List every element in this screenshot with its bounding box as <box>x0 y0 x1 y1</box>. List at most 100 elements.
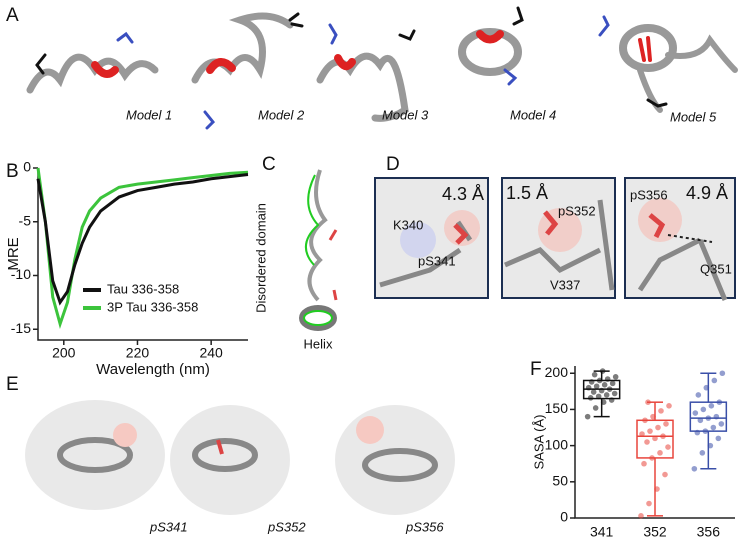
residue <box>328 23 338 45</box>
data-point <box>609 380 616 387</box>
data-point <box>660 433 666 440</box>
y-tick-label: -15 <box>11 320 31 336</box>
y-tick-label: 0 <box>23 159 31 175</box>
data-point <box>611 390 618 397</box>
surface-label: pS352 <box>267 519 306 534</box>
residue-label: V337 <box>550 277 580 292</box>
data-point <box>587 395 594 401</box>
surface-models <box>25 400 455 515</box>
helix-highlight <box>476 30 504 44</box>
surface-label: pS341 <box>149 519 188 534</box>
data-point <box>665 444 671 450</box>
data-point <box>702 428 709 434</box>
data-point <box>710 424 717 431</box>
helix <box>192 438 258 472</box>
data-point <box>584 413 591 420</box>
data-point <box>692 410 699 416</box>
surface <box>638 198 682 242</box>
data-point <box>649 455 655 461</box>
ribbon <box>458 28 522 76</box>
data-point <box>595 393 602 400</box>
residue <box>216 439 224 455</box>
data-point <box>604 376 611 382</box>
data-point <box>588 379 595 385</box>
x-tick-label: 200 <box>52 345 76 361</box>
data-point <box>699 450 706 456</box>
ribbon <box>619 24 677 72</box>
data-point <box>638 513 644 519</box>
panel-label: F <box>530 359 542 380</box>
residue-label: pS341 <box>418 253 456 268</box>
helix <box>299 305 337 331</box>
hbond <box>667 234 713 243</box>
data-point <box>718 421 725 427</box>
data-point <box>596 377 603 384</box>
data-point <box>591 371 598 378</box>
x-tick-label: 220 <box>126 345 150 361</box>
data-point <box>612 374 619 380</box>
surface <box>335 405 455 515</box>
x-tick-label: 356 <box>697 524 721 540</box>
data-point <box>644 439 650 445</box>
stick <box>543 210 559 236</box>
data-point <box>713 413 720 420</box>
data-point <box>603 392 610 398</box>
data-point <box>695 392 702 398</box>
axes <box>37 168 248 341</box>
stick <box>453 223 469 245</box>
data-point <box>647 428 653 434</box>
y-tick-label: 0 <box>560 509 568 525</box>
data-point <box>592 405 599 411</box>
data-point <box>646 500 652 507</box>
helix <box>362 448 438 482</box>
series-line <box>36 167 249 329</box>
x-tick-label: 240 <box>199 345 223 361</box>
data-point <box>663 421 669 427</box>
data-point <box>608 397 615 403</box>
y-axis-label: SASA (Å) <box>531 415 546 470</box>
data-point <box>719 370 726 377</box>
residue <box>512 6 524 26</box>
data-point <box>715 435 722 442</box>
data-point <box>645 399 651 405</box>
residue-label: K340 <box>393 217 423 232</box>
data-point <box>708 403 715 409</box>
c-label: Helix <box>304 336 333 351</box>
data-point <box>650 413 656 420</box>
y-axis-label: MRE <box>5 237 22 270</box>
panel-label: D <box>386 154 400 175</box>
surface-label: pS356 <box>405 519 444 534</box>
residue <box>398 29 416 41</box>
y-tick-label: 50 <box>552 473 568 489</box>
residue <box>116 31 134 44</box>
data-point <box>694 429 701 436</box>
ribbon <box>307 169 328 302</box>
residue-label: pS356 <box>630 187 668 202</box>
model-label: Model 1 <box>126 107 172 122</box>
surface-highlight <box>113 423 137 447</box>
y-tick-label: -10 <box>11 266 31 282</box>
residue-label: Q351 <box>700 261 732 276</box>
panel-label: A <box>6 5 19 26</box>
residue <box>598 15 610 37</box>
data-point <box>691 465 698 472</box>
data-point <box>599 368 606 374</box>
surface <box>400 222 436 258</box>
distance: 1.5 Å <box>506 183 548 203</box>
model-label: Model 2 <box>258 107 305 122</box>
data-point <box>700 406 707 413</box>
y-tick-label: -5 <box>19 212 32 228</box>
inset: 4.3 Å K340 pS341 <box>374 177 489 299</box>
distance: 4.9 Å <box>686 183 728 203</box>
data-point <box>642 417 648 424</box>
data-point <box>654 486 660 492</box>
structure-c <box>299 169 338 331</box>
residue <box>203 110 216 130</box>
data-point <box>652 435 658 442</box>
data-point <box>666 403 672 409</box>
residue <box>646 98 668 108</box>
helix-highlight <box>206 58 236 74</box>
x-axis-label: Wavelength (nm) <box>96 361 210 378</box>
y-tick-label: 150 <box>545 400 569 416</box>
